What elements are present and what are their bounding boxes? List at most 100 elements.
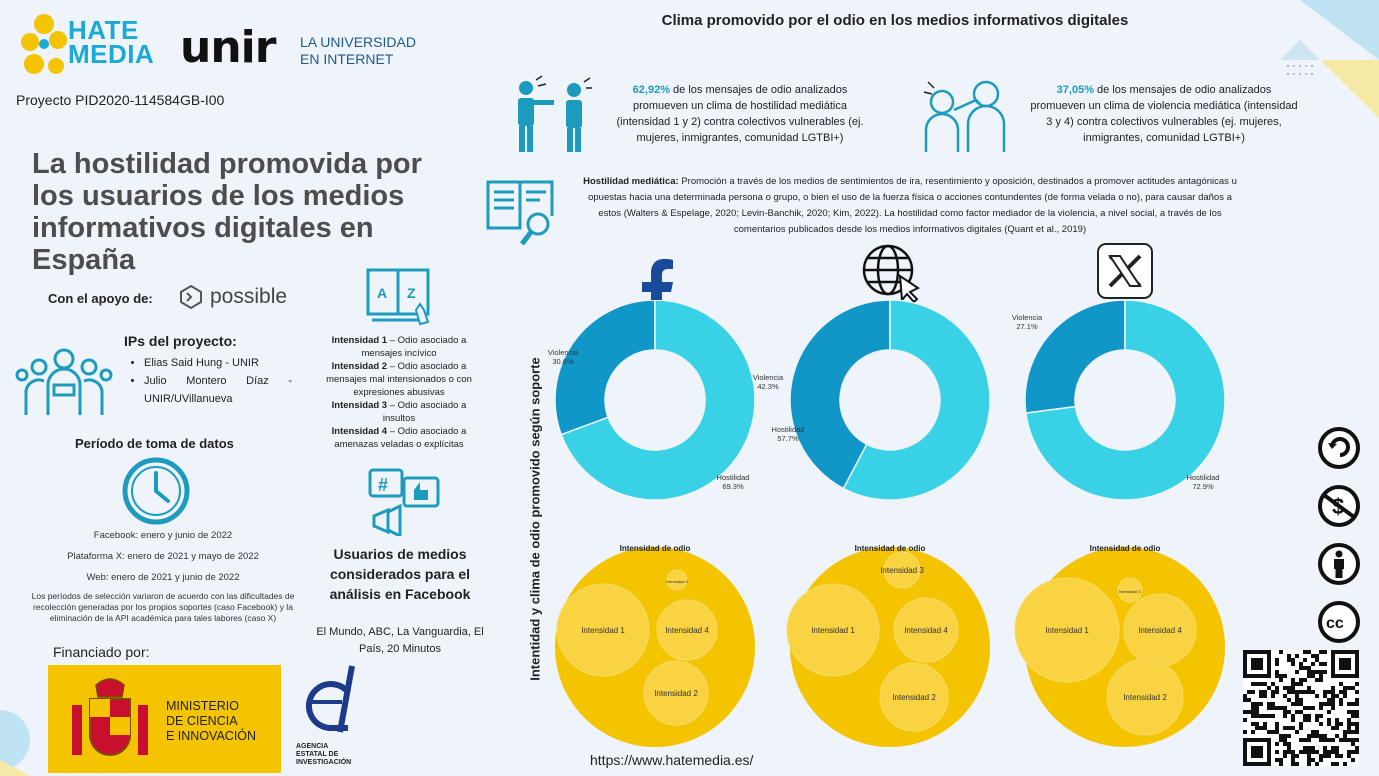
svg-text:#: # xyxy=(378,475,388,495)
cc-by-icon xyxy=(1318,427,1360,469)
donut-slice-hostilidad xyxy=(842,300,991,501)
violence-icon xyxy=(923,80,1006,152)
donut-value-label: 72.9% xyxy=(1192,482,1214,491)
bubble-label: Intensidad 1 xyxy=(1045,626,1089,635)
bubble-inner xyxy=(879,662,949,732)
ministerio-logo: MINISTERIO DE CIENCIA E INNOVACIÓN xyxy=(48,665,281,773)
support-label: Con el apoyo de: xyxy=(48,291,153,306)
bubble-inner xyxy=(1106,658,1184,736)
facebook-icon xyxy=(642,259,673,318)
ministerio-text: MINISTERIO DE CIENCIA E INNOVACIÓN xyxy=(166,699,257,743)
social-media-icon: # xyxy=(368,468,440,536)
intensidades-list: Intensidad 1 – Odio asociado a mensajes … xyxy=(318,334,480,451)
corner-decoration xyxy=(1280,0,1379,118)
donut-slice-violencia xyxy=(554,300,656,436)
bubble-label: Intensidad 3 xyxy=(880,566,924,575)
donut-slice-violencia xyxy=(789,300,891,490)
bubble-label: Intensidad 1 xyxy=(811,626,855,635)
cc-attribution-icon xyxy=(1318,543,1360,585)
periodo-dates: Facebook: enero y junio de 2022 Platafor… xyxy=(28,530,298,634)
cc-icon: cc xyxy=(1318,601,1360,643)
donut-label: Violencia xyxy=(548,348,579,357)
ips-title: IPs del proyecto: xyxy=(124,333,237,349)
periodo-web: Web: enero de 2021 y junio de 2022 xyxy=(86,572,240,583)
website-link[interactable]: https://www.hatemedia.es/ xyxy=(590,752,754,768)
usuarios-medios: El Mundo, ABC, La Vanguardia, El País, 2… xyxy=(316,626,484,655)
unir-subtitle: LA UNIVERSIDAD EN INTERNET xyxy=(300,34,416,67)
pointing-people-icon xyxy=(518,75,592,152)
stat-violencia: 37,05% de los mensajes de odio analizado… xyxy=(1030,84,1298,144)
intensidad-item: Intensidad 2 – Odio asociado a mensajes … xyxy=(326,361,472,398)
possible-wordmark: possible xyxy=(210,285,288,308)
cc-nc-icon: $ xyxy=(1318,485,1360,527)
intensidad-item: Intensidad 3 – Odio asociado a insultos xyxy=(331,400,467,424)
bubble-inner xyxy=(1014,577,1120,683)
bubble-inner xyxy=(786,583,880,677)
donut-slice-hostilidad xyxy=(1025,300,1226,501)
bubble-charts: Intensidad de odio Intensidad 1 Intensidad… xyxy=(555,544,1225,747)
bubble-label: Intensidad 1 xyxy=(581,626,625,635)
donut-value-label: 69.3% xyxy=(722,482,744,491)
donut-charts: Violencia30.6%Hostilidad69.3%Violencia42… xyxy=(548,300,1226,501)
ip-item: Elias Said Hung - UNIR xyxy=(144,354,292,372)
aei-logo: AGENCIA ESTATAL DE INVESTIGACIÓN xyxy=(290,662,370,772)
periodo-title: Período de toma de datos xyxy=(75,436,234,451)
svg-text:A: A xyxy=(377,285,387,301)
possible-icon xyxy=(180,284,202,310)
bubble-label: Intensidad 2 xyxy=(1123,693,1167,702)
main-title: La hostilidad promovida por los usuarios… xyxy=(32,148,422,276)
donut-label: Violencia xyxy=(753,373,784,382)
qr-code-icon[interactable] xyxy=(1243,650,1359,766)
ip-item: Julio Montero Díaz - UNIR/UVillanueva xyxy=(144,372,292,408)
svg-text:Z: Z xyxy=(407,285,416,301)
possible-logo: possible xyxy=(178,284,287,310)
bubble-label: Intensidad 2 xyxy=(892,693,936,702)
donut-label: Hostilidad xyxy=(1187,473,1220,482)
donut-slice-hostilidad xyxy=(560,300,756,501)
periodo-facebook: Facebook: enero y junio de 2022 xyxy=(93,530,233,541)
dictionary-icon: A Z xyxy=(366,268,430,326)
donut-value-label: 30.6% xyxy=(552,357,574,366)
cc-license-icons: $ cc xyxy=(1316,425,1362,645)
team-icon xyxy=(15,348,113,415)
hate-media-logo-mark xyxy=(21,14,67,74)
intensidad-item: Intensidad 1 – Odio asociado a mensajes … xyxy=(331,335,467,359)
donut-slice-violencia xyxy=(1024,300,1126,414)
donut-value-label: 42.3% xyxy=(757,382,779,391)
x-icon xyxy=(1097,243,1153,299)
donut-value-label: 57.7% xyxy=(777,434,799,443)
bubble-inner xyxy=(556,583,650,677)
bubble-label: Intensidad 4 xyxy=(904,626,948,635)
bubble-inner xyxy=(1117,577,1143,603)
page-title: Clima promovido por el odio en los medio… xyxy=(661,12,1129,29)
coat-of-arms-icon xyxy=(72,678,148,756)
periodo-x: Plataforma X: enero de 2021 y mayo de 20… xyxy=(67,551,259,562)
intensidad-item: Intensidad 4 – Odio asociado a amenazas … xyxy=(331,426,467,450)
project-code: Proyecto PID2020-114584GB-I00 xyxy=(16,92,225,108)
donut-label: Hostilidad xyxy=(772,425,805,434)
svg-text:cc: cc xyxy=(1326,615,1344,632)
hate-media-logo xyxy=(18,10,178,85)
clock-icon xyxy=(122,457,190,525)
bubble-inner xyxy=(643,660,709,726)
aei-mark-icon xyxy=(305,665,355,733)
bubble-title: Intensidad de odio xyxy=(1090,544,1161,553)
hate-media-wordmark: HATE MEDIA xyxy=(68,15,155,69)
bubble-inner xyxy=(893,597,959,663)
bubble-title: Intensidad de odio xyxy=(855,544,926,553)
globe-icon xyxy=(862,244,920,304)
ips-list: Elias Said Hung - UNIR Julio Montero Día… xyxy=(130,354,292,408)
stat-hostilidad: 62,92% de los mensajes de odio analizado… xyxy=(616,84,864,144)
usuarios-title: Usuarios de medios considerados para el … xyxy=(329,546,471,602)
bubble-label: Intensidad 4 xyxy=(1138,626,1182,635)
bubble-inner xyxy=(656,599,718,661)
donut-label: Violencia xyxy=(1012,313,1043,322)
bubble-inner xyxy=(883,551,921,589)
hostilidad-definition: Hostilidad mediática: Promoción a través… xyxy=(583,176,1237,235)
corner-decoration-left xyxy=(0,710,30,776)
bubble-label: Intensidad 2 xyxy=(654,689,698,698)
financiado-label: Financiado por: xyxy=(53,644,150,660)
book-search-icon xyxy=(486,180,554,246)
bubble-inner xyxy=(666,569,688,591)
bubble-title: Intensidad de odio xyxy=(620,544,691,553)
